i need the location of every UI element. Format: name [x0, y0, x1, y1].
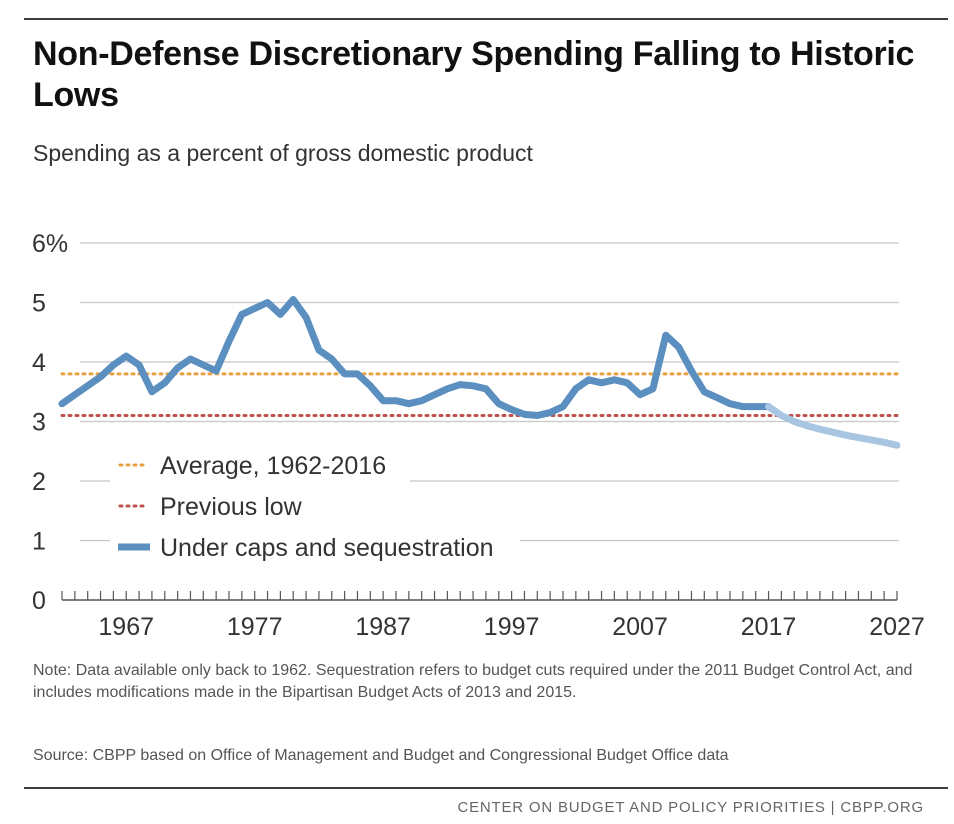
x-tick-label: 1987: [355, 613, 411, 641]
y-tick-label: 0: [32, 587, 46, 615]
chart-title: Non-Defense Discretionary Spending Falli…: [33, 35, 915, 114]
top-rule: [24, 18, 948, 20]
x-tick-label: 1977: [227, 613, 283, 641]
y-tick-label: 3: [32, 409, 46, 437]
chart-subtitle: Spending as a percent of gross domestic …: [33, 140, 533, 166]
series-line-actual: [58, 296, 772, 419]
legend: Average, 1962-2016 Previous low Under caps…: [110, 442, 520, 567]
y-tick-label: 6%: [32, 230, 68, 258]
legend-background: [110, 442, 410, 567]
chart-note: Note: Data available only back to 1962. …: [33, 662, 913, 701]
x-axis: [61, 591, 898, 601]
chart-source: Source: CBPP based on Office of Manageme…: [33, 747, 729, 764]
x-tick-label: 2017: [741, 613, 797, 641]
data-series: [58, 296, 901, 449]
bottom-rule: [24, 787, 948, 789]
x-tick-label: 1997: [484, 613, 540, 641]
footer-credit: CENTER ON BUDGET AND POLICY PRIORITIES |…: [457, 799, 924, 816]
x-tick-label: 2027: [869, 613, 925, 641]
x-tick-label: 2007: [612, 613, 668, 641]
tick-labels: 0 1 2 3 4 5 6% 1967 1977 1987 1997 2007 2017 2027: [32, 230, 925, 641]
x-tick-label: 1967: [98, 613, 154, 641]
reference-lines: [60, 372, 899, 418]
legend-previous-low-label: Previous low: [160, 493, 303, 521]
y-tick-label: 2: [32, 468, 46, 496]
y-tick-label: 4: [32, 349, 46, 377]
y-tick-label: 5: [32, 290, 46, 318]
legend-average-label: Average, 1962-2016: [160, 452, 386, 480]
series-line-projection: [765, 403, 901, 449]
y-tick-label: 1: [32, 528, 46, 556]
line-chart: 0 1 2 3 4 5 6% 1967 1977 1987 1997 2007 2017 2027 Ave…: [32, 230, 925, 641]
legend-background-extension: [410, 526, 520, 567]
legend-caps-sequestration-label: Under caps and sequestration: [160, 534, 494, 562]
